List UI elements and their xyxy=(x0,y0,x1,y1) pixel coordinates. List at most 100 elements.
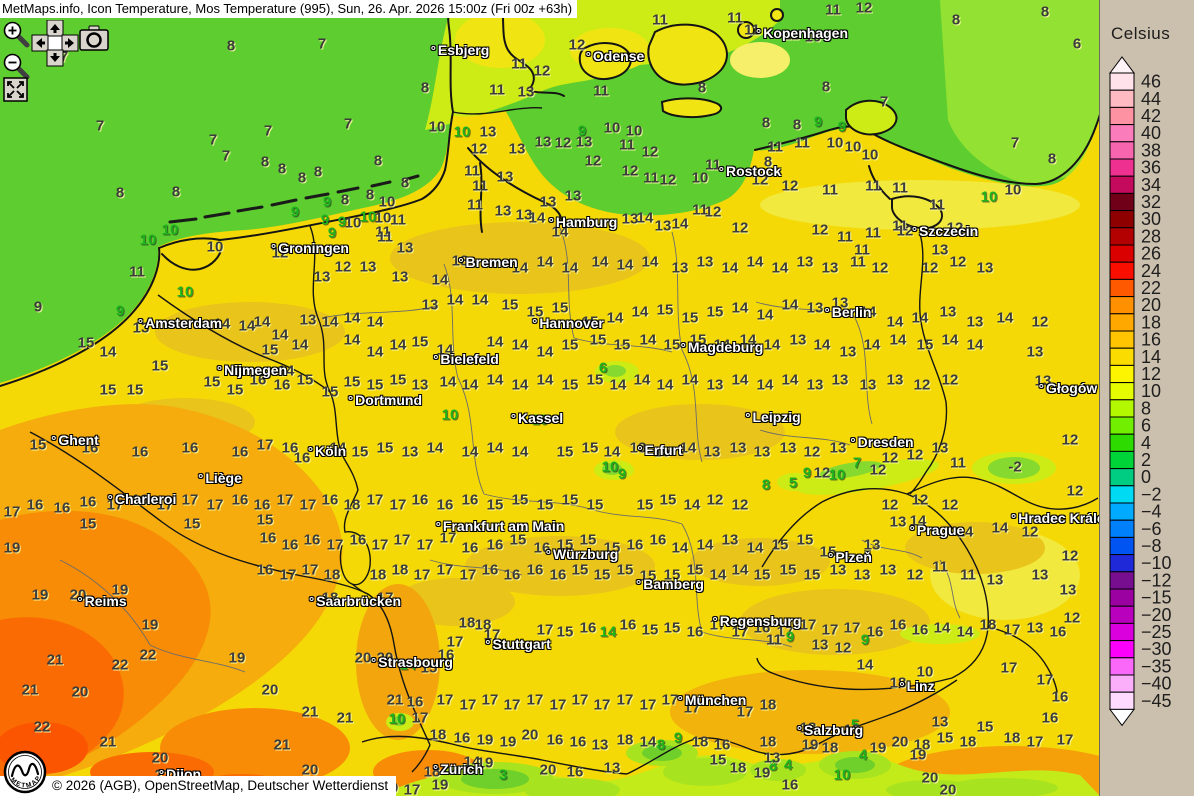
map-toolbar xyxy=(3,20,109,102)
legend-tick-label: −40 xyxy=(1141,674,1172,694)
fullscreen-button[interactable] xyxy=(3,77,28,102)
pan-up-button[interactable] xyxy=(46,20,64,37)
legend-swatch xyxy=(1109,588,1135,607)
legend-tick-label: 36 xyxy=(1141,158,1161,178)
pan-down-button[interactable] xyxy=(46,49,64,67)
legend-tick-label: −30 xyxy=(1141,639,1172,659)
map-title: MetMaps.info, Icon Temperature, Mos Temp… xyxy=(0,0,578,18)
legend-swatch xyxy=(1109,519,1135,538)
legend-tick-label: 14 xyxy=(1141,347,1161,367)
legend-tick-label: −8 xyxy=(1141,536,1162,556)
legend-swatch xyxy=(1109,554,1135,573)
legend-swatch xyxy=(1109,261,1135,280)
legend-swatch xyxy=(1109,536,1135,556)
legend-swatch xyxy=(1109,691,1135,710)
arrow-down-icon xyxy=(50,53,60,62)
legend-swatch xyxy=(1109,382,1135,401)
legend-swatch xyxy=(1109,192,1135,212)
legend-tick-label: 18 xyxy=(1141,312,1161,332)
legend-tick-label: −4 xyxy=(1141,502,1162,522)
legend-arrow-up-icon xyxy=(1109,56,1135,74)
legend-swatch xyxy=(1109,296,1135,315)
legend-tick-label: 6 xyxy=(1141,416,1151,436)
legend-swatch xyxy=(1109,347,1135,366)
legend-tick-label: 30 xyxy=(1141,209,1161,229)
legend-tick-label: 32 xyxy=(1141,192,1161,212)
agb-link[interactable]: (AGB) xyxy=(99,778,137,793)
legend-colorbar: 4644424038363432302826242220181614121086… xyxy=(1109,56,1172,727)
legend-swatch xyxy=(1109,399,1135,418)
arrow-left-icon xyxy=(36,38,45,48)
legend-tick-label: 20 xyxy=(1141,295,1161,315)
legend-tick-label: 40 xyxy=(1141,123,1161,143)
legend-tick-label: 28 xyxy=(1141,226,1161,246)
pan-right-button[interactable] xyxy=(61,34,79,52)
legend-tick-label: −15 xyxy=(1141,588,1172,608)
legend-swatch xyxy=(1109,313,1135,332)
camera-icon xyxy=(86,32,102,48)
legend-tick-label: 44 xyxy=(1141,89,1161,109)
attribution-separator: , xyxy=(137,778,145,793)
legend-tick-label: 0 xyxy=(1141,467,1151,487)
expand-arrows-icon xyxy=(7,81,24,98)
legend-swatch xyxy=(1109,330,1135,349)
arrow-up-icon xyxy=(50,24,60,33)
legend-arrow-down-icon xyxy=(1109,708,1135,727)
legend-tick-label: −25 xyxy=(1141,622,1172,642)
copyright-text: © 2026 xyxy=(52,778,100,793)
legend-tick-label: 24 xyxy=(1141,261,1161,281)
legend-swatch xyxy=(1109,210,1135,229)
legend-title: Celsius xyxy=(1111,24,1171,43)
legend-swatch xyxy=(1109,605,1135,624)
legend-tick-label: −20 xyxy=(1141,605,1172,625)
legend-swatch xyxy=(1109,622,1135,642)
legend-swatch xyxy=(1109,175,1135,194)
legend-tick-label: 46 xyxy=(1141,72,1161,92)
arrow-right-icon xyxy=(65,38,74,48)
legend-swatch xyxy=(1109,450,1135,470)
legend-tick-label: 2 xyxy=(1141,450,1151,470)
legend-swatch xyxy=(1109,158,1135,177)
legend-swatch xyxy=(1109,571,1135,590)
legend-tick-label: 12 xyxy=(1141,364,1161,384)
state-borders xyxy=(59,227,961,673)
legend-tick-label: −10 xyxy=(1141,553,1172,573)
legend-tick-label: 10 xyxy=(1141,381,1161,401)
legend-swatch xyxy=(1109,485,1135,504)
legend-tick-label: 42 xyxy=(1141,106,1161,126)
pan-left-button[interactable] xyxy=(31,34,49,52)
legend-panel: Celsius 46 44 42 40 38 36 34 32 30 28 26 24 22 20 18 16… xyxy=(1099,0,1194,796)
legend-swatch xyxy=(1109,364,1135,384)
attribution-bar: © 2026 (AGB), OpenStreetMap, Deutscher W… xyxy=(0,776,397,796)
legend-tick-label: −2 xyxy=(1141,484,1162,504)
legend-swatch xyxy=(1109,433,1135,452)
legend-swatch xyxy=(1109,657,1135,676)
legend-swatch xyxy=(1109,674,1135,693)
legend-tick-label: 8 xyxy=(1141,398,1151,418)
pan-pad xyxy=(31,20,79,67)
legend-swatch xyxy=(1109,72,1135,91)
legend-swatch xyxy=(1109,141,1135,160)
plus-icon xyxy=(8,26,17,35)
legend-tick-label: 38 xyxy=(1141,140,1161,160)
legend-swatch xyxy=(1109,124,1135,143)
legend-tick-label: −45 xyxy=(1141,691,1172,711)
legend-swatch xyxy=(1109,468,1135,487)
openstreetmap-link[interactable]: OpenStreetMap xyxy=(144,778,240,793)
metmaps-logo[interactable]: METMAPS xyxy=(2,749,48,795)
snapshot-button[interactable] xyxy=(79,25,109,51)
legend-swatch xyxy=(1109,502,1135,521)
legend-tick-label: 26 xyxy=(1141,244,1161,264)
coastline xyxy=(0,0,1107,387)
attribution-source-text: , Deutscher Wetterdienst xyxy=(239,778,389,793)
legend-swatch xyxy=(1109,106,1135,126)
legend-tick-label: 34 xyxy=(1141,175,1161,195)
legend-swatch xyxy=(1109,278,1135,298)
legend-tick-label: 22 xyxy=(1141,278,1161,298)
legend-tick-label: −35 xyxy=(1141,656,1172,676)
zoom-out-button[interactable] xyxy=(3,53,30,80)
legend-swatch xyxy=(1109,244,1135,263)
zoom-in-button[interactable] xyxy=(3,21,30,48)
